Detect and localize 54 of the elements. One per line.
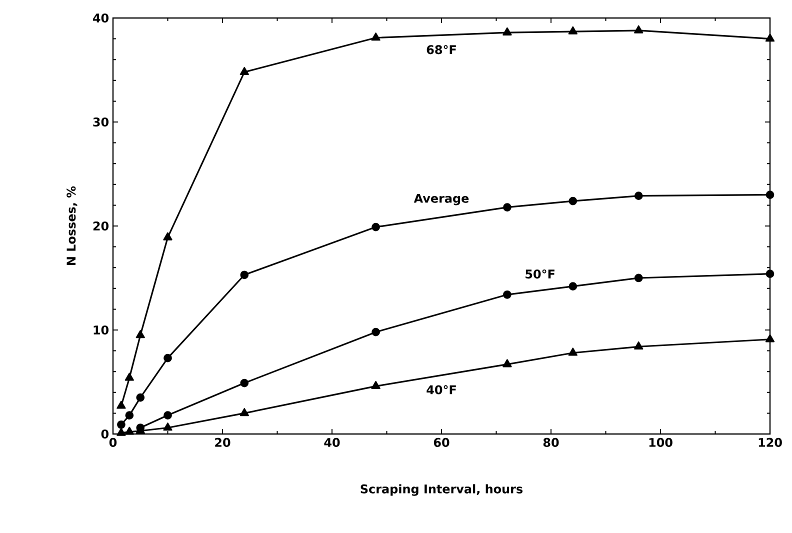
y-tick-label: 10 <box>94 325 109 335</box>
point <box>136 330 145 338</box>
y-axis-title: N Losses, % <box>66 186 78 265</box>
x-tick-label: 80 <box>543 438 559 447</box>
point <box>503 290 512 299</box>
y-tick-label: 20 <box>93 221 109 231</box>
point <box>568 196 578 206</box>
point <box>371 32 380 41</box>
point <box>372 222 380 232</box>
x-tick-label: 0 <box>109 438 117 447</box>
series-label: Average <box>414 194 469 206</box>
point <box>163 232 172 240</box>
x-tick-label: 40 <box>324 438 340 447</box>
x-tick-label: 120 <box>758 438 782 447</box>
series-label: 40°F <box>426 385 456 394</box>
point <box>240 378 249 388</box>
point <box>568 26 578 34</box>
point <box>163 422 172 431</box>
point <box>765 34 775 42</box>
point <box>125 411 134 420</box>
point <box>502 359 512 368</box>
point <box>240 66 249 75</box>
x-tick-label: 20 <box>215 438 230 447</box>
series-label: 68°F <box>426 45 456 54</box>
point <box>164 411 172 420</box>
point <box>568 348 578 356</box>
point <box>240 408 249 416</box>
point <box>634 274 643 282</box>
y-tick-label: 0 <box>101 429 109 439</box>
point <box>634 341 644 350</box>
x-axis-title: Scraping Interval, hours <box>360 484 523 496</box>
point <box>124 426 134 435</box>
point <box>116 400 126 409</box>
point <box>765 334 775 342</box>
point <box>568 282 578 291</box>
point <box>634 25 644 34</box>
point <box>117 420 126 429</box>
y-tick-label: 30 <box>93 117 109 127</box>
x-tick-label: 60 <box>434 438 450 447</box>
point <box>116 428 126 436</box>
point <box>164 354 172 362</box>
point <box>502 27 512 36</box>
point <box>240 270 249 280</box>
point <box>124 372 134 381</box>
series-label: 50°F <box>526 269 554 279</box>
point <box>503 203 512 212</box>
y-tick-label: 40 <box>92 13 109 23</box>
point <box>634 192 643 200</box>
point <box>766 270 774 278</box>
point <box>136 393 145 402</box>
x-tick-label: 100 <box>649 438 672 447</box>
point <box>766 190 774 199</box>
point <box>371 380 380 390</box>
point <box>372 328 380 336</box>
